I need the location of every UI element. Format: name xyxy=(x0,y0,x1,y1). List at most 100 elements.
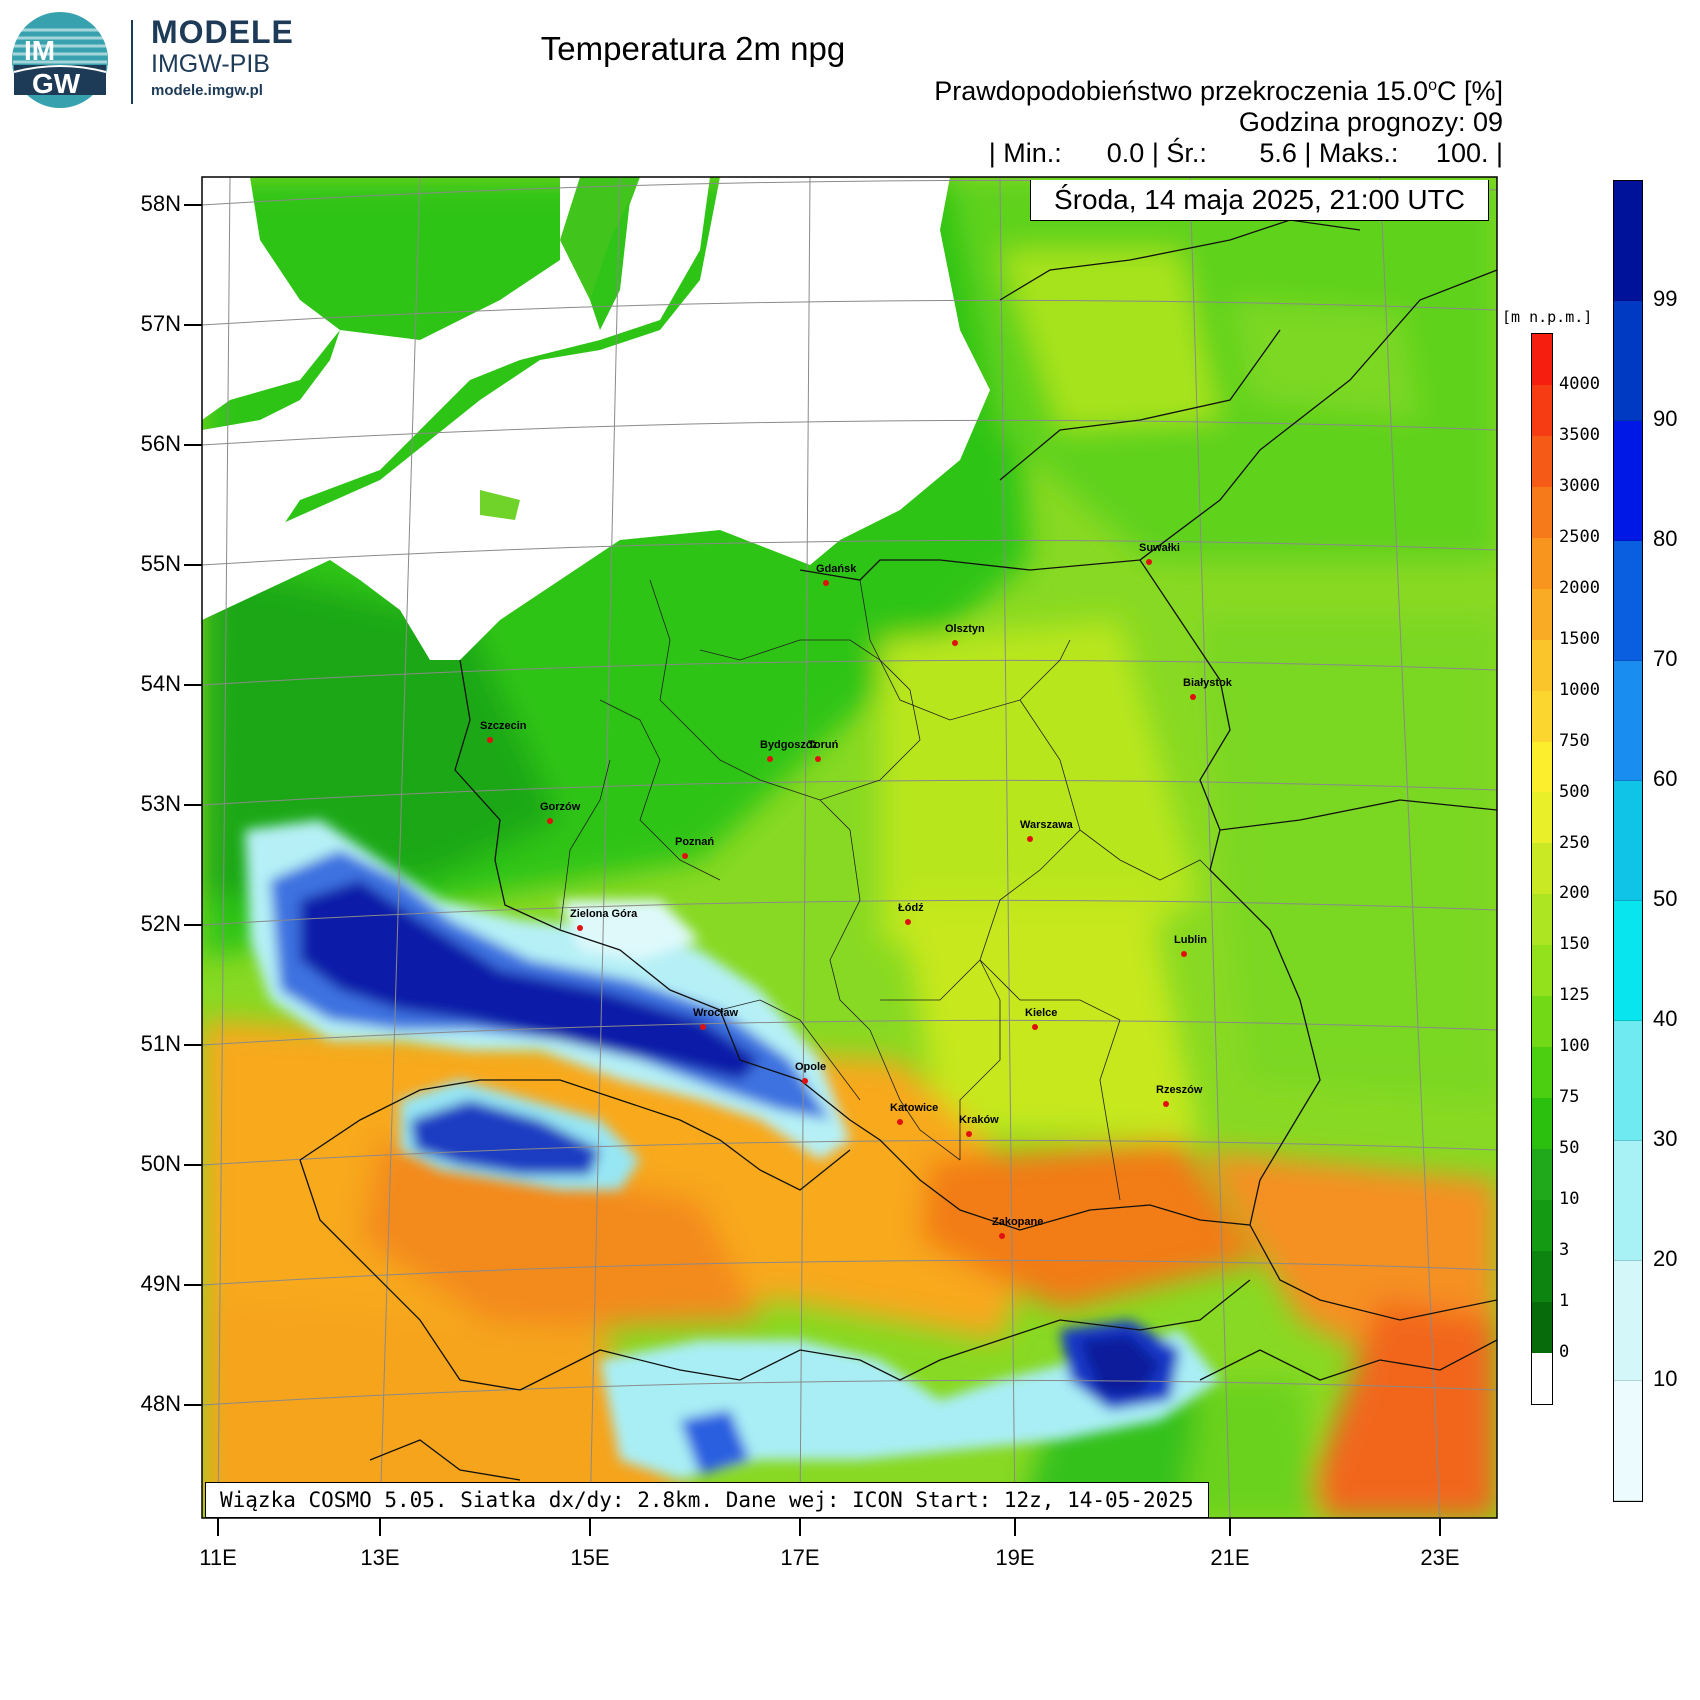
city-label: Toruń xyxy=(808,739,839,751)
elevation-tick-label: 3500 xyxy=(1559,424,1600,445)
city-label: Olsztyn xyxy=(945,623,985,635)
elevation-swatch xyxy=(1532,843,1552,895)
city-label: Łódź xyxy=(898,902,924,914)
elevation-swatch xyxy=(1532,1149,1552,1200)
city-dot xyxy=(1181,951,1187,957)
logo-divider xyxy=(131,20,133,104)
elevation-tick-label: 0 xyxy=(1559,1342,1570,1363)
longitude-label: 21E xyxy=(1210,1545,1250,1570)
forecast-hour: Godzina prognozy: 09 xyxy=(1238,107,1503,137)
city-label: Kraków xyxy=(959,1114,999,1126)
latitude-label: 50N xyxy=(140,1151,181,1176)
probability-swatch xyxy=(1614,901,1642,1021)
elevation-tick-label: 2000 xyxy=(1559,577,1600,598)
probability-swatch xyxy=(1614,421,1642,541)
probability-tick-label: 70 xyxy=(1653,646,1678,671)
latitude-label: 54N xyxy=(140,671,181,696)
latitude-label: 53N xyxy=(140,791,181,816)
city-label: Poznań xyxy=(675,836,715,848)
elevation-tick-label: 1500 xyxy=(1559,628,1600,649)
latitude-label: 48N xyxy=(140,1391,181,1416)
elevation-swatch xyxy=(1532,1250,1552,1302)
latitude-label: 56N xyxy=(140,431,181,456)
city-dot xyxy=(577,925,583,931)
map-subtitle: Prawdopodobieństwo przekroczenia 15.0oC … xyxy=(934,76,1503,107)
latitude-label: 51N xyxy=(140,1031,181,1056)
probability-tick-label: 50 xyxy=(1653,886,1678,911)
city-dot xyxy=(823,580,829,586)
elevation-swatch xyxy=(1532,1047,1552,1099)
city-label: Gorzów xyxy=(540,801,581,813)
city-dot xyxy=(952,640,958,646)
elevation-tick-label: 2500 xyxy=(1559,526,1600,547)
probability-swatch xyxy=(1614,781,1642,901)
probability-swatch xyxy=(1614,181,1642,301)
probability-swatch xyxy=(1614,1021,1642,1141)
region-borders xyxy=(559,579,1211,1201)
city-label: Gdańsk xyxy=(816,563,857,575)
probability-tick-label: 80 xyxy=(1653,526,1678,551)
elevation-swatch xyxy=(1532,334,1552,385)
elevation-tick-label: 1000 xyxy=(1559,679,1600,700)
elevation-tick-label: 50 xyxy=(1559,1138,1580,1159)
map-title: Temperatura 2m npg xyxy=(0,30,1700,68)
elevation-swatch xyxy=(1532,384,1552,436)
elevation-swatch xyxy=(1532,435,1552,487)
elevation-swatch xyxy=(1532,894,1552,946)
map-title-text: Temperatura 2m npg xyxy=(540,30,846,67)
city-dot xyxy=(767,756,773,762)
logo-url[interactable]: modele.imgw.pl xyxy=(151,82,263,99)
svg-text:GW: GW xyxy=(32,68,81,99)
city-label: Suwałki xyxy=(1139,542,1180,554)
elevation-tick-label: 10 xyxy=(1559,1189,1580,1210)
probability-tick-label: 60 xyxy=(1653,766,1678,791)
probability-swatch xyxy=(1614,661,1642,781)
probability-swatch xyxy=(1614,1261,1642,1381)
elevation-swatch xyxy=(1532,1199,1552,1251)
latitude-label: 58N xyxy=(140,191,181,216)
probability-tick-label: 90 xyxy=(1653,406,1678,431)
elevation-tick-label: 100 xyxy=(1559,1036,1590,1057)
city-label: Rzeszów xyxy=(1156,1084,1203,1096)
forecast-date: Środa, 14 maja 2025, 21:00 UTC xyxy=(1030,180,1489,221)
city-label: Lublin xyxy=(1174,934,1207,946)
city-label: Białystok xyxy=(1183,677,1232,689)
city-dot xyxy=(1146,559,1152,565)
model-info: Wiązka COSMO 5.05. Siatka dx/dy: 2.8km. … xyxy=(205,1482,1209,1518)
elevation-swatch xyxy=(1532,792,1552,844)
axis-ticks xyxy=(184,204,1441,1536)
elevation-tick-label: 150 xyxy=(1559,934,1590,955)
probability-tick-label: 40 xyxy=(1653,1006,1678,1031)
city-label: Opole xyxy=(795,1061,827,1073)
longitude-label: 11E xyxy=(199,1545,237,1570)
elevation-swatch xyxy=(1532,639,1552,691)
city-dot xyxy=(966,1131,972,1137)
map-frame xyxy=(201,176,1498,1519)
elevation-swatch xyxy=(1532,1352,1552,1404)
city-dot xyxy=(1163,1101,1169,1107)
elevation-tick-label: 500 xyxy=(1559,781,1590,802)
subtitle-degree: o xyxy=(1428,77,1437,94)
probability-swatch xyxy=(1614,1381,1642,1501)
sea-area xyxy=(202,177,990,660)
city-dot xyxy=(999,1233,1005,1239)
city-label: Zakopane xyxy=(992,1216,1044,1228)
elevation-swatch xyxy=(1532,486,1552,538)
probability-swatch xyxy=(1614,301,1642,421)
elevation-swatch xyxy=(1532,690,1552,742)
city-label: Wrocław xyxy=(693,1007,739,1019)
elevation-tick-label: 750 xyxy=(1559,730,1590,751)
longitude-label: 15E xyxy=(570,1545,610,1570)
city-dot xyxy=(905,919,911,925)
longitude-label: 13E xyxy=(360,1545,400,1570)
probability-field xyxy=(245,820,1220,1480)
elevation-swatch xyxy=(1532,537,1552,589)
elevation-swatch xyxy=(1532,945,1552,997)
city-dot xyxy=(1027,836,1033,842)
probability-tick-label: 30 xyxy=(1653,1126,1678,1151)
probability-tick-label: 99 xyxy=(1653,286,1678,311)
elevation-tick-label: 125 xyxy=(1559,985,1590,1006)
graticule xyxy=(202,177,1497,1518)
probability-swatch xyxy=(1614,1141,1642,1261)
city-label: Zielona Góra xyxy=(570,908,638,920)
